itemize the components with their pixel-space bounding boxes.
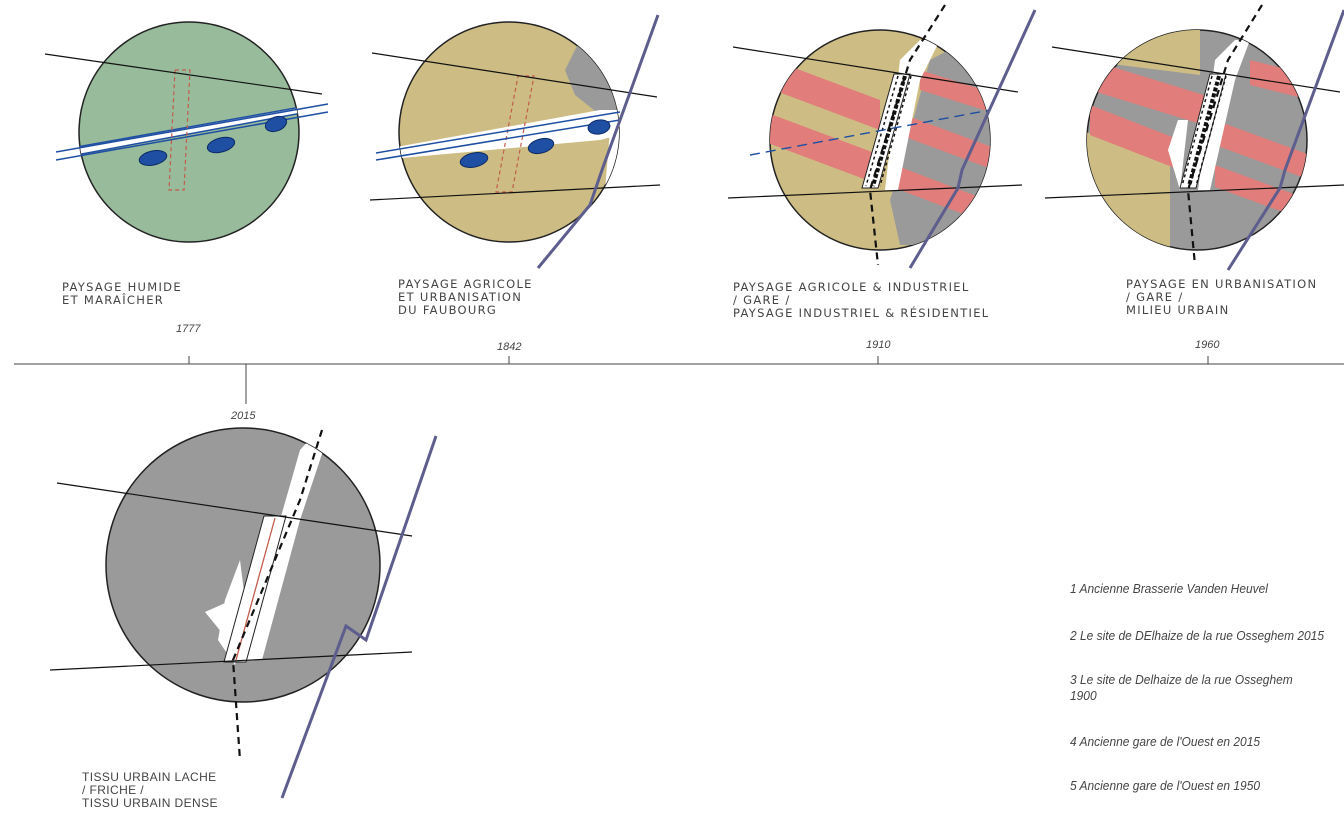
map-1960: [1044, 4, 1344, 271]
label-line: PAYSAGE HUMIDE: [62, 280, 182, 294]
legend-item-5: 5 Ancienne gare de l'Ouest en 1950: [1070, 778, 1261, 793]
map-2015: [49, 427, 438, 799]
stage-label-1960: PAYSAGE EN URBANISATION / GARE / MILIEU …: [1126, 278, 1317, 317]
label-line: PAYSAGE AGRICOLE & INDUSTRIEL: [733, 280, 970, 294]
label-line: PAYSAGE EN URBANISATION: [1126, 277, 1318, 291]
label-line: ET URBANISATION: [398, 290, 523, 304]
stage-label-1910: PAYSAGE AGRICOLE & INDUSTRIEL / GARE / P…: [733, 281, 990, 320]
legend-item-1: 1 Ancienne Brasserie Vanden Heuvel: [1070, 581, 1268, 596]
label-line: / FRICHE /: [82, 783, 145, 797]
map-1842: [369, 14, 661, 269]
year-2015: 2015: [231, 410, 256, 422]
label-line: / GARE /: [1126, 290, 1184, 304]
year-1777: 1777: [176, 323, 201, 335]
year-1842: 1842: [497, 341, 522, 353]
label-line: PAYSAGE INDUSTRIEL & RÉSIDENTIEL: [733, 306, 990, 320]
stage-label-1777: PAYSAGE HUMIDE ET MARAÎCHER: [62, 281, 182, 307]
legend-item-3: 3 Le site de Delhaize de la rue Osseghem…: [1070, 672, 1293, 703]
year-1960: 1960: [1195, 339, 1220, 351]
label-line: TISSU URBAIN LACHE: [82, 770, 217, 784]
year-1910: 1910: [866, 339, 891, 351]
stage-label-2015: TISSU URBAIN LACHE / FRICHE / TISSU URBA…: [82, 771, 218, 810]
map-1910: [727, 4, 1037, 269]
stage-label-1842: PAYSAGE AGRICOLE ET URBANISATION DU FAUB…: [398, 278, 533, 317]
legend-item-2: 2 Le site de DElhaize de la rue Osseghem…: [1070, 628, 1324, 643]
label-line: ET MARAÎCHER: [62, 293, 165, 307]
label-line: / GARE /: [733, 293, 791, 307]
label-line: MILIEU URBAIN: [1126, 303, 1230, 317]
legend-item-4: 4 Ancienne gare de l'Ouest en 2015: [1070, 734, 1261, 749]
label-line: PAYSAGE AGRICOLE: [398, 277, 533, 291]
label-line: DU FAUBOURG: [398, 303, 498, 317]
label-line: TISSU URBAIN DENSE: [82, 796, 218, 810]
map-1777: [44, 21, 329, 243]
